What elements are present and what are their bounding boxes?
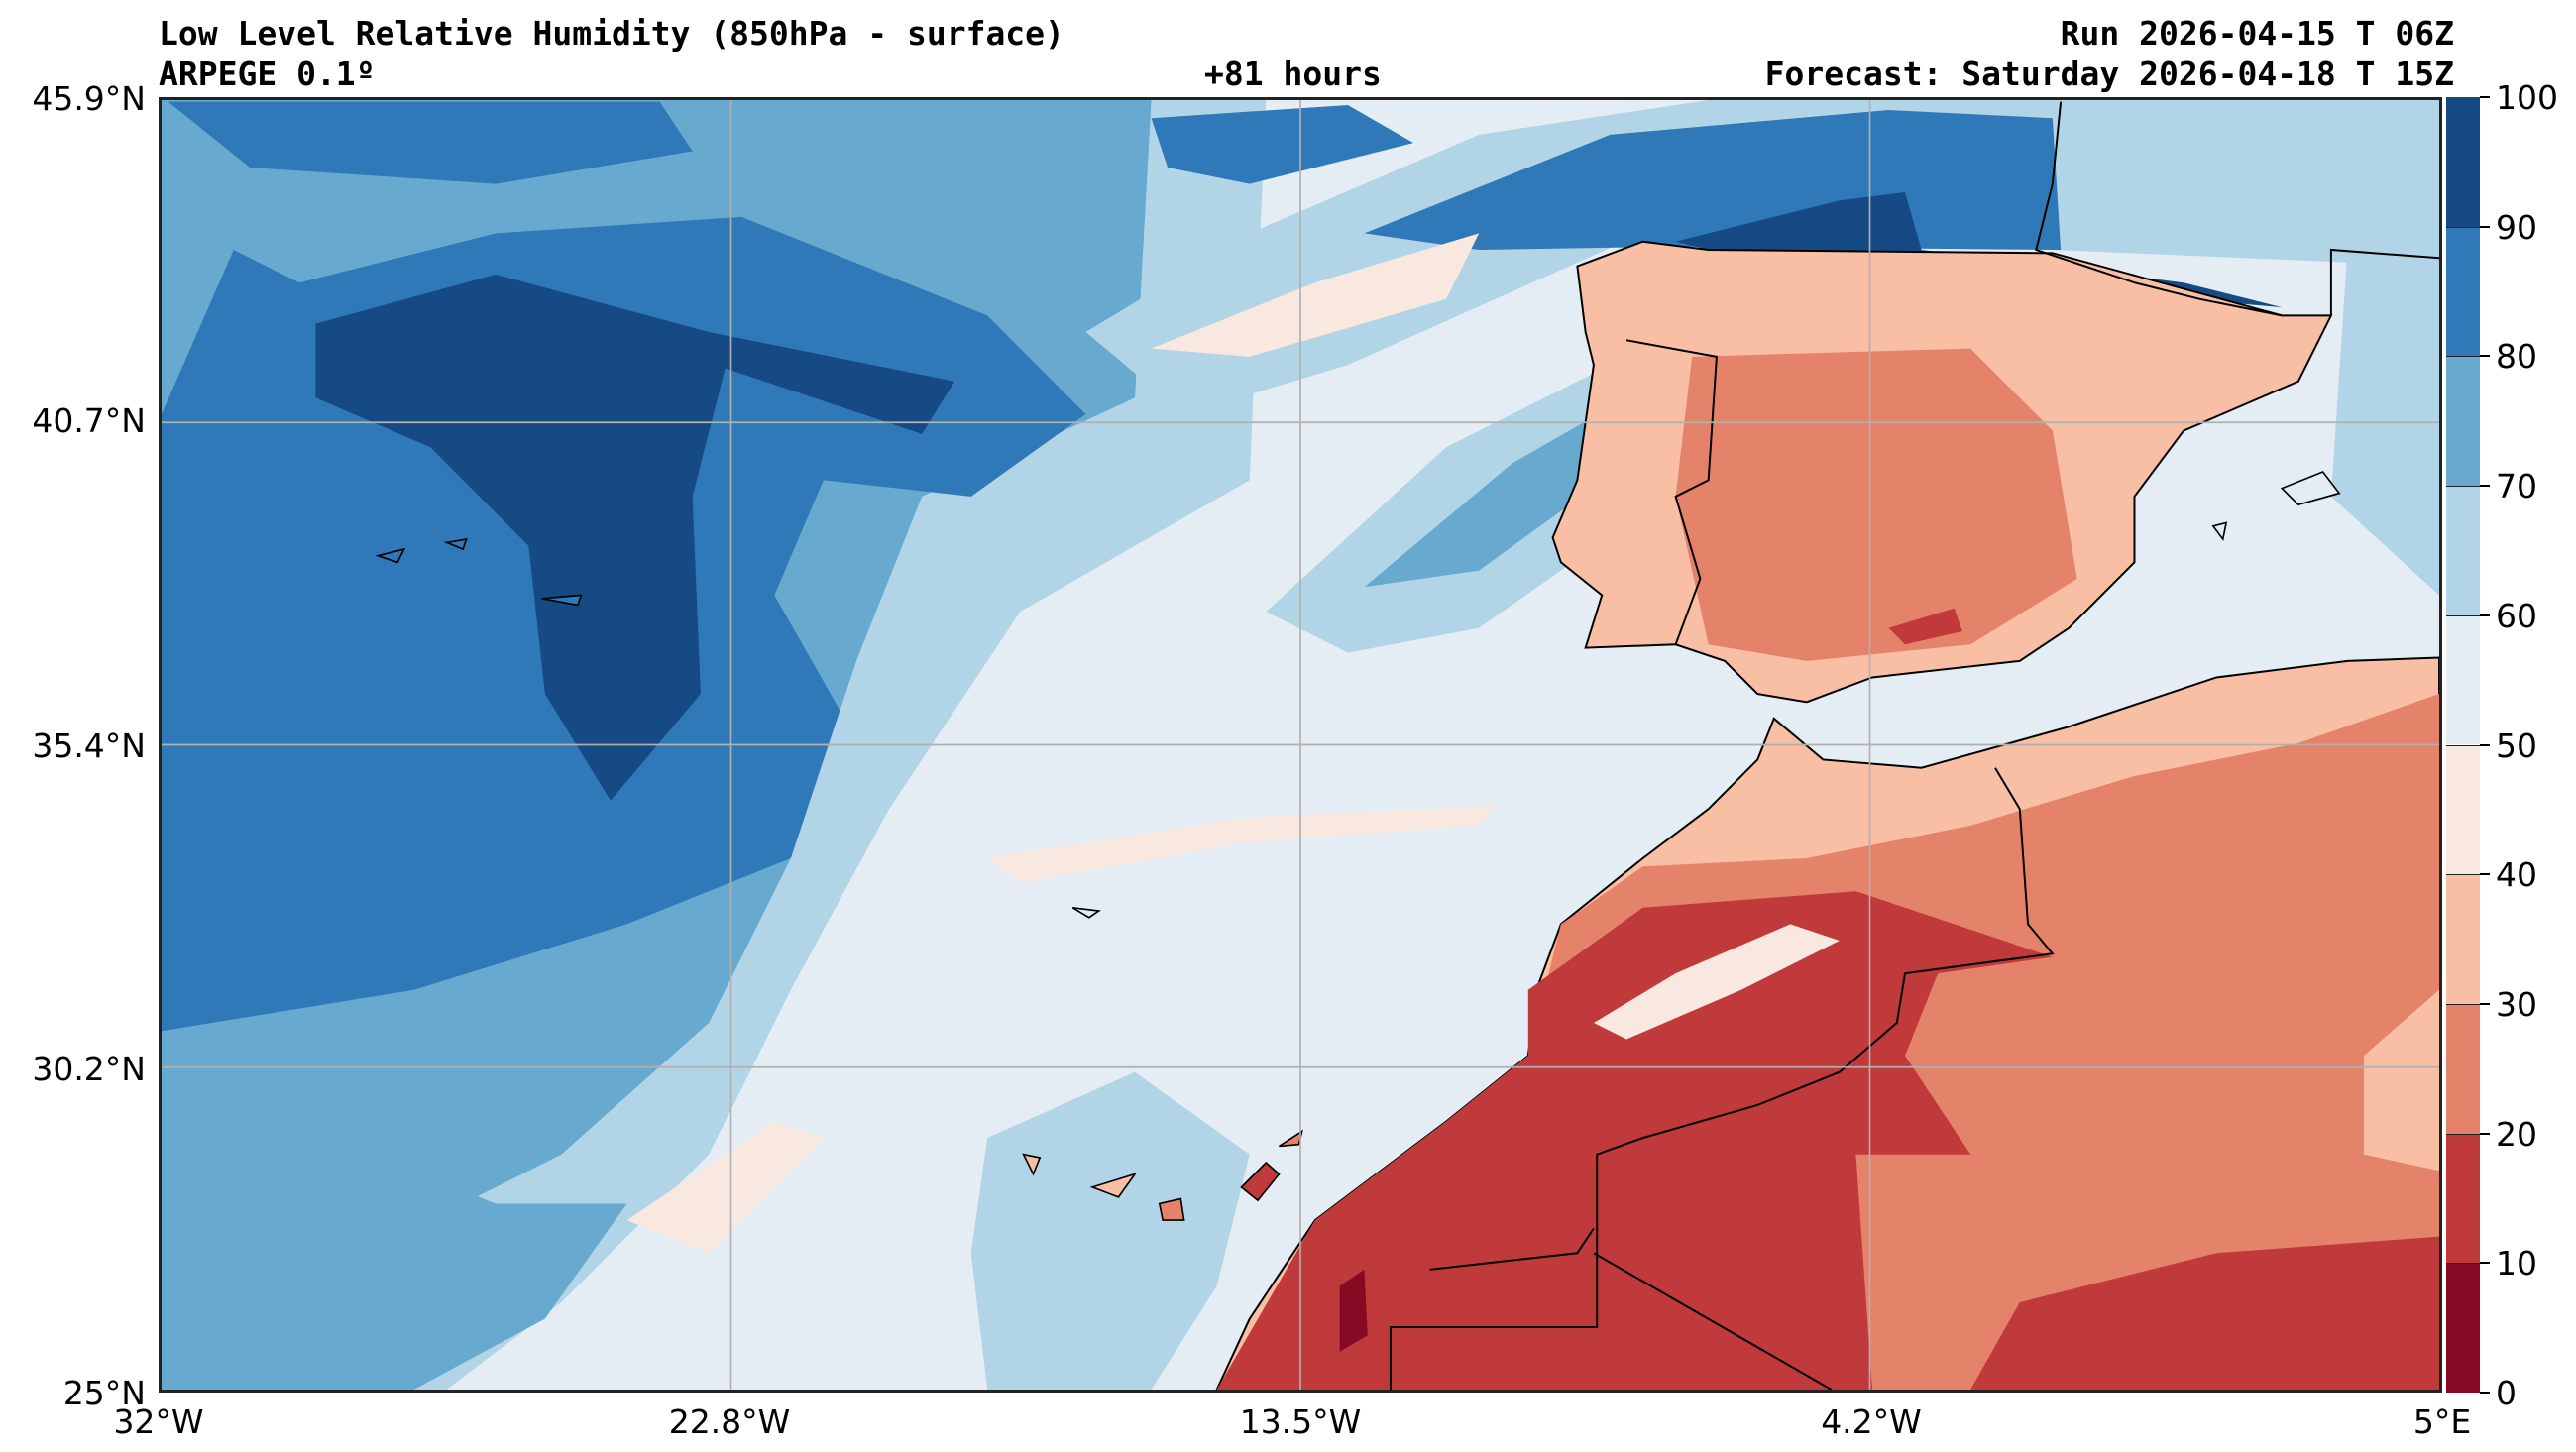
- colorbar-tick-label: 90: [2496, 207, 2537, 247]
- colorbar-tick-label: 50: [2496, 726, 2537, 765]
- colorbar-divider: [2446, 744, 2480, 746]
- colorbar-divider: [2446, 486, 2480, 488]
- colorbar-tick: [2480, 485, 2490, 488]
- rh-40-50-region: [987, 805, 1496, 883]
- colorbar-tick-label: 100: [2496, 78, 2558, 117]
- rh-60-70-region: [2330, 151, 2439, 596]
- rh-0-10-region: [1339, 1269, 1368, 1352]
- rh-80-90-region: [1151, 104, 1414, 184]
- rh-80-90-region: [168, 101, 693, 184]
- colorbar-tick: [2480, 1392, 2490, 1394]
- colorbar-tick-label: 20: [2496, 1114, 2537, 1154]
- rh-10-20-region: [1970, 1236, 2439, 1390]
- rh-40-50-region: [626, 1121, 824, 1254]
- colorbar-divider: [2446, 1263, 2480, 1265]
- rh-60-70-region: [1266, 356, 1643, 653]
- rh-10-20-region: [1888, 608, 1962, 645]
- canary-island: [1089, 1173, 1138, 1198]
- rh-20-30-region: [1675, 348, 2077, 661]
- colorbar-tick: [2480, 614, 2490, 616]
- colorbar-tick: [2480, 1002, 2490, 1005]
- colorbar-tick-label: 10: [2496, 1244, 2537, 1284]
- colorbar-tick-label: 30: [2496, 984, 2537, 1024]
- colorbar-segment: [2446, 486, 2480, 615]
- colorbar-tick: [2480, 1262, 2490, 1265]
- rh-40-50-region: [1593, 924, 1840, 1040]
- colorbar-tick: [2480, 225, 2490, 228]
- portugal-border: [1625, 339, 1718, 645]
- colorbar-tick: [2480, 1132, 2490, 1135]
- colorbar-tick-label: 60: [2496, 596, 2537, 635]
- lon-label: 22.8°W: [668, 1402, 791, 1441]
- rh-40-50-region: [1151, 233, 1480, 357]
- balearic-island: [2211, 471, 2341, 542]
- lat-label: 25°N: [62, 1374, 146, 1412]
- colorbar: [2446, 97, 2480, 1393]
- lat-label: 35.4°N: [32, 726, 146, 765]
- colorbar-tick: [2480, 355, 2490, 358]
- colorbar-divider: [2446, 874, 2480, 876]
- colorbar-tick: [2480, 873, 2490, 876]
- colorbar-tick: [2480, 96, 2490, 98]
- madeira-island: [1071, 906, 1101, 919]
- colorbar-tick-label: 70: [2496, 467, 2537, 506]
- rh-30-40-region: [2363, 989, 2439, 1172]
- colorbar-divider: [2446, 1133, 2480, 1135]
- canary-island: [1240, 1161, 1281, 1202]
- lead-time: +81 hours: [1204, 55, 1382, 93]
- forecast-time: Forecast: Saturday 2026-04-18 T 15Z: [1764, 55, 2454, 93]
- rh-90-100-region: [315, 274, 955, 801]
- rh-70-80-region: [162, 1138, 627, 1390]
- colorbar-segment: [2446, 744, 2480, 875]
- run-time: Run 2026-04-15 T 06Z: [2060, 14, 2454, 53]
- colorbar-segment: [2446, 97, 2480, 227]
- colorbar-divider: [2446, 1003, 2480, 1005]
- gridlines: [162, 100, 2439, 1390]
- lon-label: 4.2°W: [1821, 1402, 1922, 1441]
- colorbar-segment: [2446, 874, 2480, 1004]
- colorbar-divider: [2446, 614, 2480, 616]
- colorbar-segment: [2446, 356, 2480, 487]
- colorbar-tick-label: 80: [2496, 337, 2537, 377]
- morocco-algeria-border: [1389, 767, 2055, 1390]
- humidity-map: [159, 97, 2442, 1393]
- colorbar-tick-label: 0: [2496, 1374, 2517, 1412]
- lon-label: 5°E: [2412, 1402, 2472, 1441]
- colorbar-divider: [2446, 226, 2480, 228]
- azores-island: [375, 538, 583, 607]
- model-label: ARPEGE 0.1º: [159, 55, 376, 93]
- lat-label: 45.9°N: [32, 79, 146, 118]
- colorbar-segment: [2446, 1003, 2480, 1134]
- lon-label: 32°W: [113, 1402, 204, 1441]
- colorbar-divider: [2446, 356, 2480, 358]
- canary-island: [1022, 1153, 1042, 1176]
- colorbar-tick-label: 40: [2496, 855, 2537, 895]
- map-title: Low Level Relative Humidity (850hPa - su…: [159, 14, 1064, 53]
- colorbar-segment: [2446, 226, 2480, 357]
- lat-label: 40.7°N: [32, 401, 146, 440]
- colorbar-tick: [2480, 743, 2490, 746]
- colorbar-segment: [2446, 1133, 2480, 1264]
- contour-field: [162, 100, 2439, 1390]
- canary-island: [1158, 1197, 1185, 1221]
- lat-label: 30.2°N: [32, 1050, 146, 1088]
- lon-label: 13.5°W: [1239, 1402, 1362, 1441]
- france-coast: [2035, 101, 2439, 317]
- colorbar-segment: [2446, 614, 2480, 745]
- sahara-border: [1429, 1227, 1833, 1390]
- colorbar-segment: [2446, 1263, 2480, 1393]
- rh-70-80-region: [1364, 397, 1626, 588]
- rh-60-70-region: [1085, 100, 2439, 414]
- rh-60-70-region: [970, 1071, 1250, 1390]
